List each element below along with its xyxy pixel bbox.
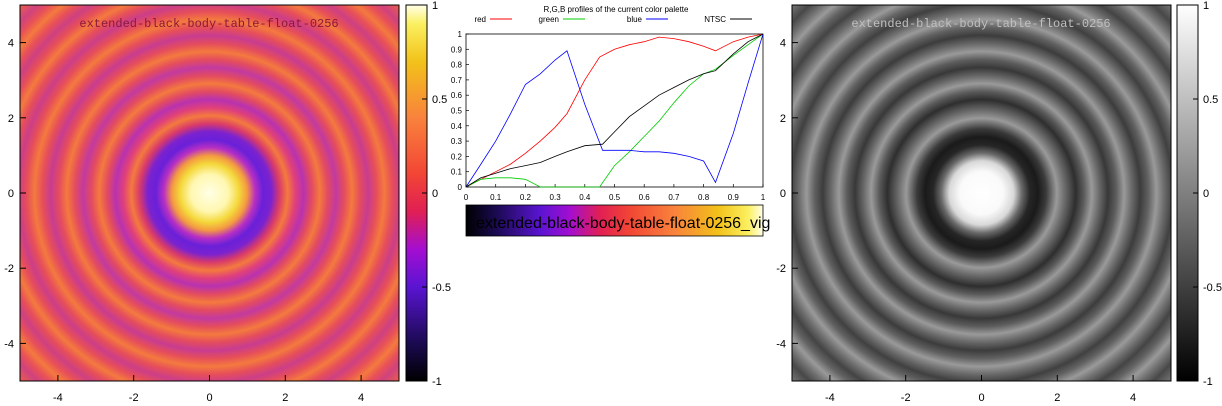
left-x-axis: -4 -2 0 2 4 [53, 375, 364, 404]
right-x-tick-label: 0 [978, 392, 984, 404]
palette-strip [465, 204, 764, 237]
left-colorbar-tick-label: 0.5 [432, 94, 447, 106]
right-colorbar-tick-label: 0 [1203, 188, 1209, 200]
left-heatmap-image [20, 5, 399, 381]
profile-y-tick-label: 0.6 [451, 91, 463, 100]
profile-plot-title: R,G,B profiles of the current color pale… [544, 5, 690, 14]
left-y-axis: 4 2 0 -2 -4 [4, 38, 26, 350]
left-y-tick-label: 0 [8, 188, 14, 200]
left-colorbar-tick-label: -1 [432, 376, 442, 388]
right-heatmap-title: extended-black-body-table-float-0256 [851, 17, 1110, 31]
right-colorbar-tick-label: 0.5 [1203, 94, 1218, 106]
right-heatmap-panel: extended-black-body-table-float-0256 -4-… [776, 0, 1222, 404]
profile-x-tick-label: 0.5 [609, 193, 621, 202]
left-heatmap-title: extended-black-body-table-float-0256 [79, 17, 338, 31]
legend-label-red: red [474, 15, 486, 24]
profile-series-lines [465, 33, 764, 188]
profile-line-red [465, 33, 764, 188]
profile-x-tick-label: 0 [464, 193, 469, 202]
left-x-tick-label: -2 [129, 392, 139, 404]
right-colorbar-tick-label: -1 [1203, 376, 1213, 388]
profile-plot-panel: R,G,B profiles of the current color pale… [451, 5, 770, 237]
legend-label-green: green [539, 15, 559, 24]
profile-line-ntsc [465, 33, 764, 188]
profile-x-tick-label: 0.8 [698, 193, 710, 202]
profile-y-tick-label: 0.3 [451, 137, 463, 146]
left-colorbar-tick-label: 1 [432, 0, 438, 12]
left-y-tick-label: -2 [4, 263, 14, 275]
left-x-tick-label: 4 [358, 392, 364, 404]
left-x-tick-label: 0 [206, 392, 212, 404]
profile-line-blue [465, 33, 764, 188]
profile-x-axis: 0 0.1 0.2 0.3 0.4 0.5 0.6 0.7 0.8 0.9 1 [464, 184, 766, 202]
right-heatmap-image [792, 5, 1171, 381]
profile-x-tick-label: 0.3 [550, 193, 562, 202]
left-heatmap-panel: extended-black-body-table-float-0256 -4-… [4, 0, 451, 404]
right-y-tick-label: -2 [776, 263, 786, 275]
profile-y-tick-label: 0.5 [451, 107, 463, 116]
right-y-axis: 4 2 0 -2 -4 [776, 38, 798, 350]
right-colorbar-axis: 1 0.5 0 -0.5 -1 [1193, 0, 1222, 388]
right-x-tick-label: -2 [901, 392, 911, 404]
profile-y-tick-label: 0.2 [451, 152, 463, 161]
left-y-tick-label: 2 [8, 113, 14, 125]
profile-y-tick-label: 0.4 [451, 122, 463, 131]
palette-strip-label: extended-black-body-table-float-0256_vig [476, 215, 770, 232]
profile-x-tick-label: 0.7 [668, 193, 680, 202]
profile-x-tick-label: 0.2 [520, 193, 532, 202]
right-colorbar-tick-label: 1 [1203, 0, 1209, 12]
legend-label-blue: blue [627, 15, 643, 24]
right-y-tick-label: 2 [780, 113, 786, 125]
profile-line-green [465, 33, 764, 188]
profile-legend: red green blue NTSC [474, 15, 752, 24]
profile-x-tick-label: 0.1 [490, 193, 502, 202]
profile-y-tick-label: 0 [458, 183, 463, 192]
left-colorbar-tick-label: 0 [432, 188, 438, 200]
profile-y-tick-label: 0.9 [451, 45, 463, 54]
profile-y-tick-label: 1 [458, 30, 463, 39]
right-y-tick-label: 0 [780, 188, 786, 200]
left-y-tick-label: 4 [8, 38, 14, 50]
left-x-tick-label: 2 [282, 392, 288, 404]
profile-y-tick-label: 0.8 [451, 61, 463, 70]
legend-label-ntsc: NTSC [704, 15, 726, 24]
right-y-tick-label: -4 [776, 338, 786, 350]
left-y-tick-label: -4 [4, 338, 14, 350]
left-colorbar-tick-label: -0.5 [432, 282, 451, 294]
left-colorbar-axis: 1 0.5 0 -0.5 -1 [422, 0, 451, 388]
left-x-tick-label: -4 [53, 392, 63, 404]
profile-x-tick-label: 0.6 [639, 193, 651, 202]
profile-y-tick-label: 0.7 [451, 76, 463, 85]
profile-y-tick-label: 0.1 [451, 168, 463, 177]
right-x-tick-label: -4 [825, 392, 835, 404]
right-y-tick-label: 4 [780, 38, 786, 50]
profile-x-tick-label: 1 [761, 193, 766, 202]
profile-x-tick-label: 0.9 [728, 193, 740, 202]
right-colorbar-tick-label: -0.5 [1203, 282, 1222, 294]
profile-x-tick-label: 0.4 [579, 193, 591, 202]
right-x-tick-label: 4 [1130, 392, 1136, 404]
profile-y-axis: 0 0.1 0.2 0.3 0.4 0.5 0.6 0.7 0.8 0.9 1 [451, 30, 469, 192]
right-x-tick-label: 2 [1054, 392, 1060, 404]
right-x-axis: -4 -2 0 2 4 [825, 375, 1136, 404]
